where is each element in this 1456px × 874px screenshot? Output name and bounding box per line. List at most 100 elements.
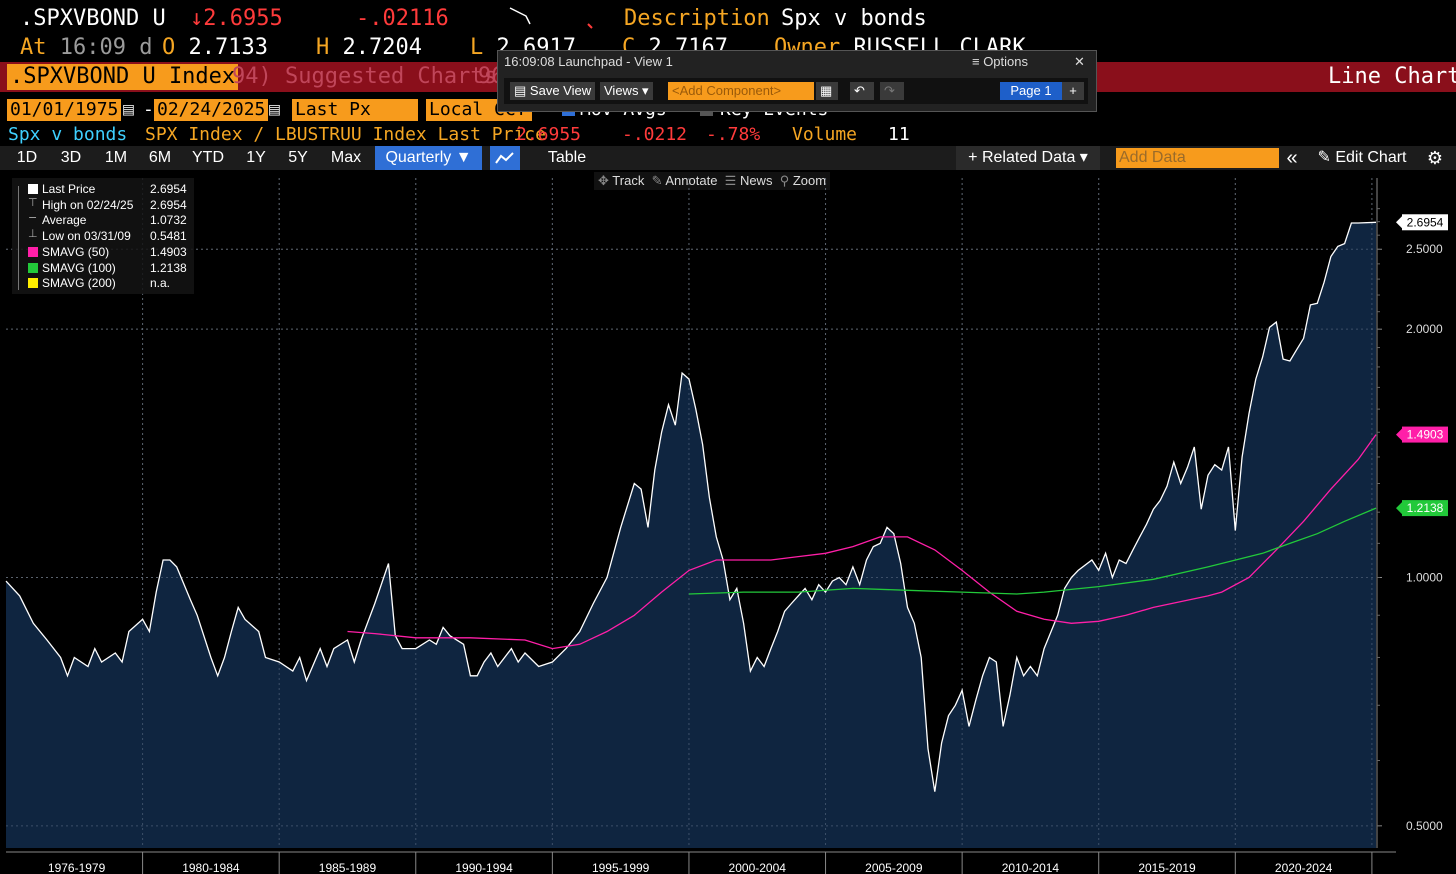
period-max[interactable]: Max [330,149,362,166]
legend-value: 1.0732 [150,213,187,228]
close-icon[interactable]: ✕ [1074,54,1085,69]
security-field[interactable]: .SPXVBOND U Index [7,64,239,90]
series-last-price [5,221,1377,792]
info-change: -.0212 [622,124,688,145]
high-row: H 2.7204 [316,35,422,61]
related-data-button[interactable]: + Related Data ▾ [956,146,1100,170]
x-tick-label: 2020-2024 [1275,861,1333,874]
x-tick-label: 1990-1994 [455,861,513,874]
legend-swatch [28,184,38,194]
table-button[interactable]: Table [547,149,587,166]
legend-marker-icon: ⊥ [28,227,38,241]
legend-swatch [28,278,38,289]
redo-icon[interactable]: ↷ [880,82,904,100]
value-flag-pointer [1396,216,1402,229]
frequency-dropdown[interactable]: Quarterly ▼ [375,146,482,170]
last-price: ↓2.6955 [190,6,283,31]
x-tick-label: 2000-2004 [729,861,787,874]
legend-swatch [28,262,38,273]
period-1y[interactable]: 1Y [246,149,266,166]
crosshair-icon: ✥ [598,173,609,188]
calendar-icon[interactable]: ▤ [269,99,280,120]
legend-value: 2.6954 [150,197,187,212]
volume-label: Volume [792,124,858,145]
chart-area[interactable]: 2.50002.00001.00000.50002.69541.49031.21… [0,170,1456,874]
track-button[interactable]: Track [612,173,645,188]
page-selector[interactable]: Page 1 [1000,82,1062,100]
y-tick-label: 2.0000 [1406,322,1443,336]
at-row: At 16:09 d [20,35,152,61]
news-button[interactable]: News [739,173,773,188]
views-dropdown[interactable]: Views ▾ [600,82,653,100]
legend-value: 0.5481 [150,229,187,244]
folder-icon[interactable]: ▦ [816,82,838,100]
save-view-button[interactable]: ▤ Save View [510,82,596,100]
edit-chart-button[interactable]: ✎ Edit Chart [1317,149,1407,166]
legend-label: Average [42,213,87,228]
chart-type-label: Line Chart [1328,64,1456,89]
annotate-button[interactable]: Annotate [665,173,718,188]
legend-marker-icon: − [28,211,38,225]
period-5y[interactable]: 5Y [288,149,308,166]
legend-label: Low on 03/31/09 [42,229,131,244]
legend-label: Last Price [42,182,96,196]
field-select[interactable]: Last Px [292,99,418,121]
pencil-icon: ✎ [651,173,663,188]
legend-value: 1.4903 [150,244,187,259]
series-smavg-50- [347,434,1377,650]
suggested-charts-menu[interactable]: 94) Suggested Charts [232,64,497,89]
add-data-input[interactable]: Add Data [1116,148,1279,168]
x-tick-label: 1985-1989 [319,861,377,874]
series-smavg-100- [688,507,1377,595]
legend-swatch [28,246,38,257]
y-tick-label: 0.5000 [1406,819,1443,833]
sparkline-icon [509,7,593,29]
series-expression: SPX Index / LBUSTRUU Index Last Price [145,124,546,145]
calendar-icon[interactable]: ▤ [123,99,134,120]
legend-bracket [18,186,19,290]
info-price: 2.6955 [516,124,582,145]
price-change: -.02116 [356,6,449,31]
legend-label: SMAVG (200) [42,276,116,291]
legend-box [12,178,194,294]
value-flag [1402,214,1448,231]
collapse-icon[interactable]: « [1286,147,1298,169]
period-ytd[interactable]: YTD [192,149,224,166]
ticker: .SPXVBOND U [20,6,166,31]
high-label: H [316,35,330,60]
legend-value: 1.2138 [150,260,187,275]
add-component-input[interactable]: <Add Component> [668,82,814,100]
chart-subtools: ✥ Track ✎ Annotate ☰ News ⚲ Zoom [594,172,831,190]
at-label: At [20,35,47,60]
line-chart-icon[interactable] [490,146,520,170]
value-flag-label: 1.4903 [1407,428,1444,442]
value-flag-label: 2.6954 [1407,215,1444,229]
info-percent: -.78% [706,124,761,145]
open-row: O 2.7133 [162,35,268,61]
high-value: 2.7204 [342,35,422,60]
launchpad-options[interactable]: ≡ Options [972,54,1028,69]
end-date-field[interactable]: 02/24/2025 [154,99,269,121]
period-1m[interactable]: 1M [104,149,128,166]
save-view-label: Save View [529,83,592,98]
value-flag-pointer [1396,428,1402,441]
legend-marker-icon: ⊤ [28,195,38,209]
undo-icon[interactable]: ↶ [850,82,874,100]
at-time: 16:09 [59,35,126,60]
gear-icon[interactable]: ⚙ [1426,148,1444,168]
x-tick-label: 1980-1984 [182,861,240,874]
series-name: Spx v bonds [8,124,128,145]
add-page-button[interactable]: + [1062,82,1084,100]
period-6m[interactable]: 6M [148,149,172,166]
value-flag-label: 1.2138 [1407,501,1444,515]
date-dash: - [143,99,154,120]
price-area [6,222,1376,849]
legend-label: High on 02/24/25 [42,197,134,212]
zoom-button[interactable]: Zoom [792,173,827,188]
period-3d[interactable]: 3D [60,149,82,166]
open-value: 2.7133 [188,35,268,60]
start-date-field[interactable]: 01/01/1975 [7,99,122,121]
period-1d[interactable]: 1D [16,149,38,166]
at-suffix: d [139,35,153,60]
value-flag [1402,500,1448,517]
